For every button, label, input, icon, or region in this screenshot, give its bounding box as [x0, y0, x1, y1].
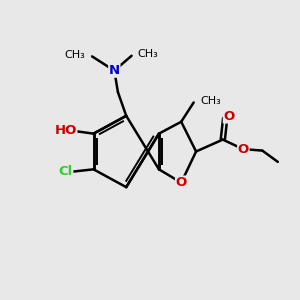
Text: HO: HO: [54, 124, 77, 136]
Text: CH₃: CH₃: [137, 49, 158, 59]
Text: O: O: [224, 110, 235, 123]
Text: N: N: [109, 64, 120, 77]
Text: CH₃: CH₃: [65, 50, 85, 60]
Text: O: O: [176, 176, 187, 189]
Text: O: O: [238, 143, 249, 156]
Text: Cl: Cl: [58, 165, 73, 178]
Text: CH₃: CH₃: [200, 96, 221, 106]
